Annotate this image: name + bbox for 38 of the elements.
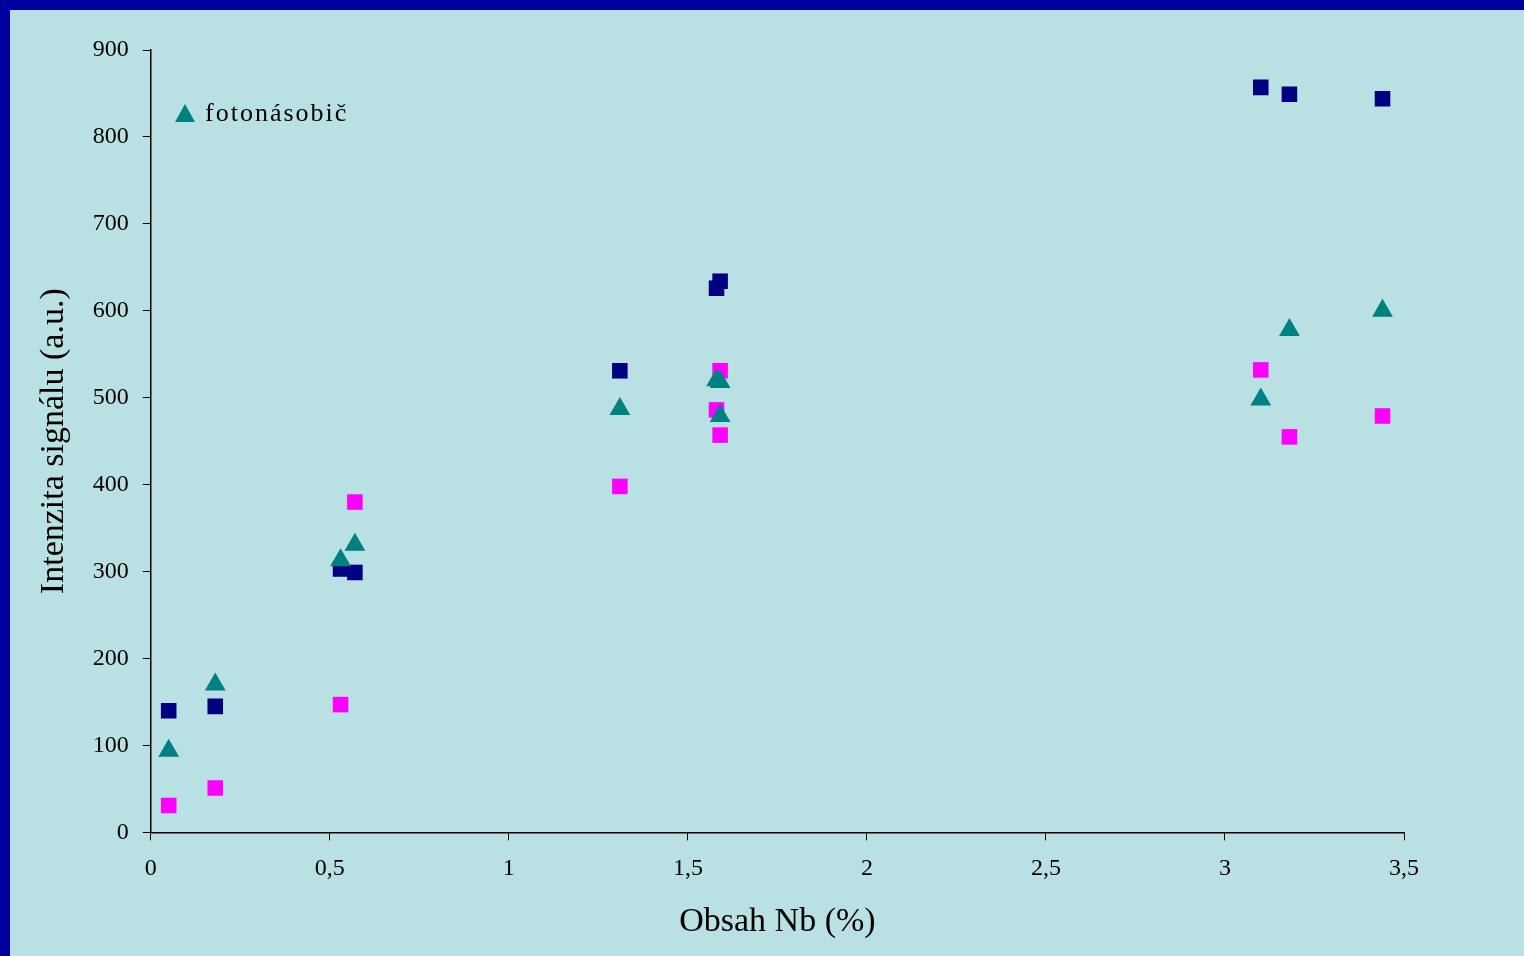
point [332, 696, 349, 713]
point [712, 427, 728, 443]
y-axis-title: Intenzita signálu (a.u.) [33, 288, 72, 595]
y-tick-label: 200 [92, 643, 129, 670]
x-tick-label: 0,5 [314, 854, 345, 881]
legend-label: fotonásobič [205, 98, 349, 128]
point [1253, 362, 1269, 378]
y-tick-label: 0 [116, 817, 129, 844]
point [160, 702, 177, 719]
point [612, 363, 628, 379]
x-tick-label: 2 [860, 854, 873, 881]
point [347, 494, 363, 510]
point [612, 478, 628, 495]
y-tick-label: 800 [92, 122, 129, 149]
point [347, 564, 363, 581]
point [712, 273, 728, 290]
y-tick-label: 700 [92, 209, 129, 236]
y-tick-label: 300 [92, 556, 129, 583]
x-tick-label: 2,5 [1030, 854, 1061, 881]
point [1374, 408, 1391, 424]
point [207, 698, 224, 715]
y-tick-label: 600 [92, 296, 129, 323]
point [1253, 79, 1269, 96]
x-tick-label: 1 [502, 854, 515, 881]
y-tick-label: 500 [92, 383, 129, 410]
point [207, 780, 224, 796]
y-tick-label: 100 [92, 730, 129, 757]
y-tick-label: 900 [92, 35, 129, 62]
x-tick-label: 3,5 [1389, 854, 1419, 881]
point [1374, 90, 1391, 107]
y-tick-label: 400 [92, 469, 129, 496]
x-tick-label: 0 [144, 854, 157, 881]
point [160, 797, 177, 814]
point [1281, 429, 1298, 445]
x-axis-title: Obsah Nb (%) [679, 900, 876, 939]
x-tick-label: 3 [1218, 854, 1231, 881]
point [1281, 86, 1298, 103]
x-tick-label: 1,5 [672, 854, 703, 881]
